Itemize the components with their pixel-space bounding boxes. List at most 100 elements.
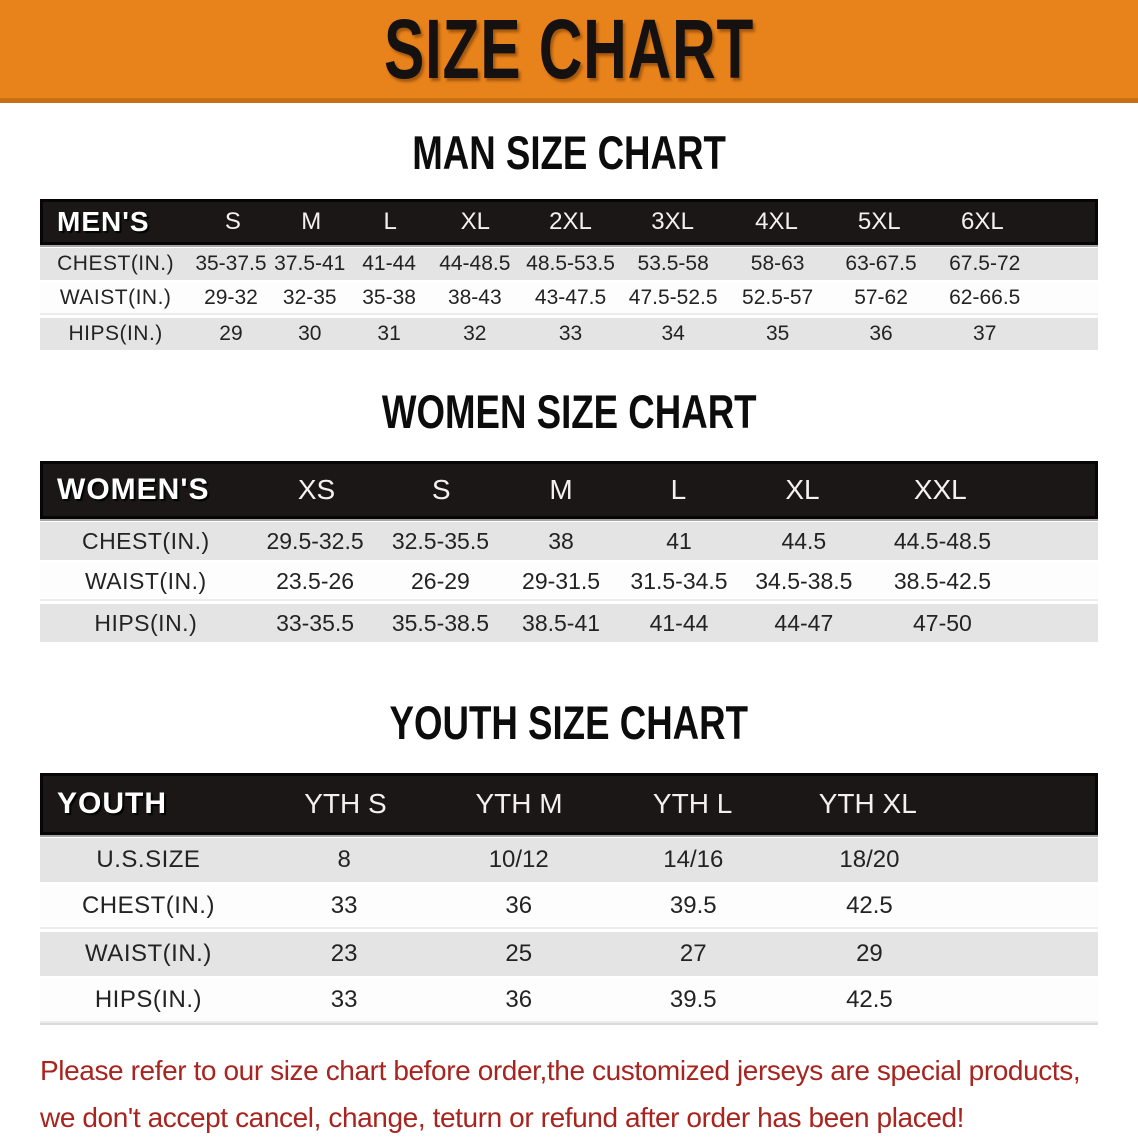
youth-row-label: CHEST(IN.) [81,892,215,919]
men-column-header: 4XL [755,208,798,235]
men-cell: 34 [661,322,685,345]
youth-table-corner-label: YOUTH [57,787,167,820]
women-cell: 47-50 [913,609,972,636]
women-table-row: HIPS(IN.) 33-35.5 35.5-38.5 38.5-41 41-44 44-… [40,604,1098,642]
women-cell: 44-47 [774,609,834,636]
men-size-section: MAN SIZE CHART MEN'S S M L XL 2XL 3XL 4XL 5XL 6XL… [0,129,1138,350]
men-cell: 57-62 [854,286,908,309]
women-cell: 26-29 [411,567,470,594]
youth-size-section: YOUTH SIZE CHART YOUTH YTH S YTH M YTH L YTH… [0,699,1138,1025]
men-cell: 35 [765,322,790,345]
men-column-header: 2XL [549,208,592,235]
men-cell: 32 [463,322,487,345]
youth-column-header: YTH XL [818,788,917,819]
men-section-heading: MAN SIZE CHART [412,126,726,179]
youth-cell: 10/12 [488,846,549,873]
women-cell: 33-35.5 [276,609,355,636]
women-cell: 29.5-32.5 [266,527,364,554]
women-table-header-bar: WOMEN'S XS S M L XL XXL [40,461,1098,519]
women-cell: 38.5-42.5 [893,567,992,594]
women-row-label: WAIST(IN.) [84,567,207,594]
disclaimer-text: Please refer to our size chart before or… [40,1047,1118,1141]
men-cell: 58-63 [750,252,805,275]
men-cell: 37.5-41 [274,252,346,275]
women-cell: 31.5-34.5 [630,567,728,594]
youth-cell: 39.5 [669,892,717,919]
women-table-corner-label: WOMEN'S [57,473,210,506]
men-cell: 29 [219,322,243,345]
men-row-label: WAIST(IN.) [59,286,172,309]
men-cell: 38-43 [447,286,502,309]
youth-cell: 42.5 [846,986,893,1013]
youth-cell: 18/20 [839,846,900,873]
women-cell: 29-31.5 [522,567,601,594]
men-column-header: 6XL [961,208,1004,235]
men-cell: 41-44 [362,252,416,275]
youth-cell: 25 [505,940,533,967]
youth-cell: 27 [679,940,707,967]
women-cell: 34.5-38.5 [755,567,853,594]
youth-row-label: WAIST(IN.) [85,940,212,967]
men-column-header: XL [460,208,490,235]
men-size-table: MEN'S S M L XL 2XL 3XL 4XL 5XL 6XL CHEST(IN.) 35-37… [40,199,1098,350]
men-cell: 29-32 [204,286,258,309]
men-table-row: HIPS(IN.) 29 30 31 32 33 34 35 36 37 [40,318,1098,350]
women-section-heading: WOMEN SIZE CHART [381,385,757,438]
disclaimer-line-2: we don't accept cancel, change, teturn o… [40,1102,965,1134]
women-row-label: CHEST(IN.) [81,527,210,554]
youth-section-heading: YOUTH SIZE CHART [389,696,749,749]
men-cell: 53.5-58 [637,252,709,275]
men-cell: 62-66.5 [949,286,1021,309]
women-cell: 32.5-35.5 [391,527,490,554]
women-column-header: S [431,474,451,505]
men-table-row: WAIST(IN.) 29-32 32-35 35-38 38-43 43-47.5 47.… [40,283,1098,315]
disclaimer-line-1: Please refer to our size chart before or… [40,1055,1081,1086]
men-cell: 47.5-52.5 [628,286,718,309]
youth-table-row: WAIST(IN.) 23 25 27 29 [40,932,1098,976]
men-cell: 63-67.5 [845,252,917,275]
youth-column-header: YTH L [652,788,733,819]
men-table-header-bar: MEN'S S M L XL 2XL 3XL 4XL 5XL 6XL [40,199,1098,245]
youth-row-label: HIPS(IN.) [94,986,203,1013]
disclaimer-footer: Please refer to our size chart before or… [0,1047,1138,1141]
men-cell: 37 [973,322,997,345]
youth-size-table: YOUTH YTH S YTH M YTH L YTH XL U.S.SIZE 8 10/12… [40,773,1098,1025]
women-column-header: XS [297,474,336,505]
men-cell: 44-48.5 [439,252,511,275]
youth-cell: 23 [330,940,358,967]
men-row-label: CHEST(IN.) [57,252,175,275]
men-column-header: 3XL [651,208,694,235]
women-column-header: M [549,474,573,505]
women-cell: 44.5 [781,527,827,554]
men-table-row: CHEST(IN.) 35-37.5 37.5-41 41-44 44-48.5 48.5… [40,248,1098,280]
youth-cell: 33 [330,986,358,1013]
women-row-label: HIPS(IN.) [94,609,198,636]
youth-cell: 33 [330,892,358,919]
women-size-section: WOMEN SIZE CHART WOMEN'S XS S M L XL XXL CHEST(… [0,388,1138,642]
youth-table-header-bar: YOUTH YTH S YTH M YTH L YTH XL [40,773,1098,835]
youth-column-header: YTH S [304,788,387,819]
women-column-header: XXL [913,474,967,505]
youth-cell: 36 [505,892,533,919]
men-cell: 48.5-53.5 [526,252,615,275]
women-cell: 23.5-26 [276,567,355,594]
youth-cell: 14/16 [663,846,724,873]
men-table-corner-label: MEN'S [57,206,150,237]
women-cell: 38 [548,527,574,554]
women-cell: 44.5-48.5 [893,527,992,554]
men-cell: 36 [869,322,893,345]
women-cell: 41-44 [649,609,709,636]
youth-cell: 8 [337,846,351,873]
youth-row-label: U.S.SIZE [96,846,201,873]
banner: SIZE CHART [0,0,1138,103]
youth-column-header: YTH M [475,788,563,819]
women-cell: 41 [666,527,692,554]
men-cell: 43-47.5 [534,286,607,309]
men-cell: 32-35 [282,286,337,309]
banner-title: SIZE CHART [383,2,755,96]
youth-table-row: U.S.SIZE 8 10/12 14/16 18/20 [40,838,1098,882]
youth-cell: 36 [505,986,533,1013]
women-table-row: CHEST(IN.) 29.5-32.5 32.5-35.5 38 41 44.5 44.5… [40,522,1098,560]
men-column-header: M [301,208,322,235]
